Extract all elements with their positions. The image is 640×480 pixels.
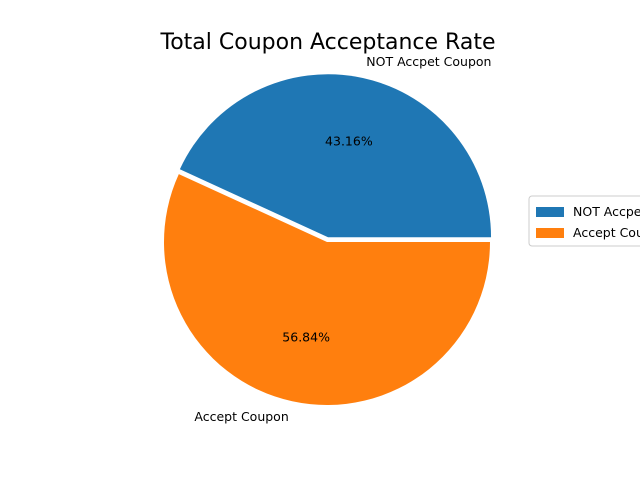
legend-swatch-not-accept [536, 207, 564, 217]
legend-label-not-accept: NOT Accpet Coupon [573, 204, 640, 219]
pct-label-accept: 56.84% [282, 330, 330, 345]
pie-slice-accept [164, 174, 491, 405]
slice-label-accept: Accept Coupon [194, 409, 288, 424]
pie-slice-not-accept [179, 74, 492, 238]
pie-labels: NOT Accpet Coupon 43.16% Accept Coupon 56.8… [194, 54, 491, 424]
slice-label-not-accept: NOT Accpet Coupon [366, 54, 491, 69]
legend: NOT Accpet Coupon Accept Coupon [528, 195, 640, 247]
pie-slices [164, 74, 492, 405]
legend-label-accept: Accept Coupon [573, 225, 640, 240]
legend-swatch-accept [536, 228, 564, 238]
chart-title: Total Coupon Acceptance Rate [160, 30, 496, 55]
pct-label-not-accept: 43.16% [325, 134, 373, 149]
